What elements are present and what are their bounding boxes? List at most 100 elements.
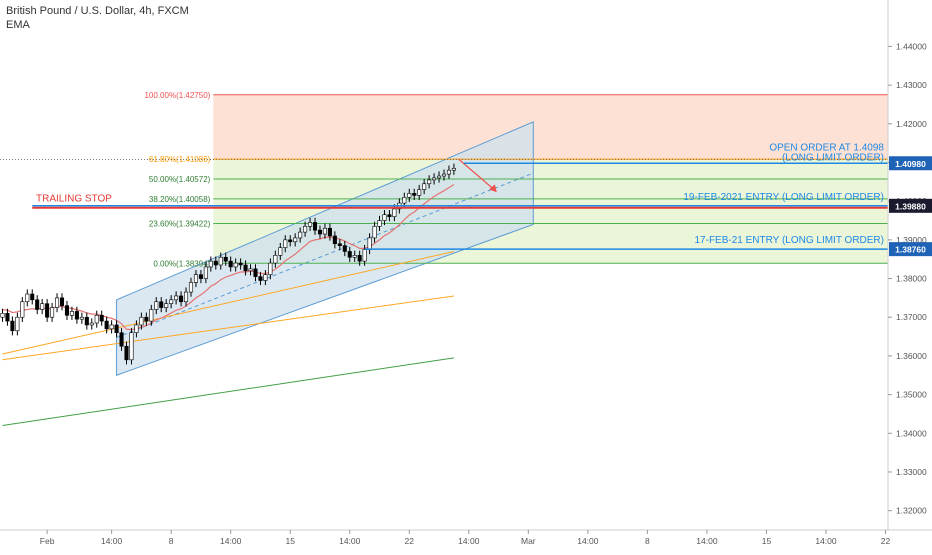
candle-body bbox=[174, 295, 179, 301]
candle-body bbox=[15, 316, 20, 332]
candle-body bbox=[25, 293, 30, 303]
x-tick-label: 22 bbox=[405, 536, 415, 546]
candle-body bbox=[94, 314, 99, 324]
candle-body bbox=[327, 227, 332, 237]
candle-body bbox=[50, 307, 55, 318]
candle-body bbox=[223, 256, 228, 262]
x-tick-label: Mar bbox=[521, 536, 536, 546]
candle-body bbox=[273, 255, 278, 264]
y-tick-label: 1.33000 bbox=[896, 467, 927, 477]
candle-body bbox=[451, 167, 456, 171]
x-tick-label: 14:00 bbox=[101, 536, 123, 546]
candle-body bbox=[283, 239, 288, 248]
price-tag bbox=[889, 156, 932, 171]
candle-body bbox=[412, 193, 417, 196]
y-tick-label: 1.42000 bbox=[896, 119, 927, 129]
candle-body bbox=[10, 320, 15, 332]
candle-body bbox=[164, 303, 169, 308]
candle-body bbox=[342, 245, 347, 252]
price-tag bbox=[889, 198, 932, 213]
candle-body bbox=[104, 320, 109, 330]
x-tick-label: 14:00 bbox=[458, 536, 480, 546]
candle-body bbox=[372, 226, 377, 239]
candle-body bbox=[45, 303, 50, 318]
candle-body bbox=[377, 220, 382, 227]
candle-body bbox=[402, 196, 407, 204]
x-tick-label: 14:00 bbox=[577, 536, 599, 546]
candle-body bbox=[352, 255, 357, 258]
price-tag bbox=[889, 242, 932, 257]
symbol-title[interactable]: British Pound / U.S. Dollar, 4h, FXCM bbox=[6, 5, 189, 17]
x-tick-label: 8 bbox=[645, 536, 650, 546]
y-tick-label: 1.34000 bbox=[896, 428, 927, 438]
candle-body bbox=[392, 208, 397, 217]
price-tag-label: 1.40980 bbox=[895, 159, 926, 169]
candle-body bbox=[332, 235, 337, 245]
candle-body bbox=[233, 262, 238, 268]
candle-body bbox=[114, 324, 119, 334]
candle-body bbox=[243, 264, 248, 272]
fib-level-label: 100.00%(1.42750) bbox=[144, 91, 210, 100]
candle-body bbox=[159, 301, 164, 308]
candle-body bbox=[298, 231, 303, 239]
candle-body bbox=[248, 268, 253, 272]
x-tick-label: 14:00 bbox=[339, 536, 361, 546]
candle-body bbox=[188, 282, 194, 293]
candle-body bbox=[427, 179, 432, 185]
candle-body bbox=[129, 332, 134, 361]
price-tag-label: 1.39880 bbox=[895, 201, 926, 211]
candle-body bbox=[5, 313, 10, 322]
y-tick-label: 1.32000 bbox=[896, 506, 927, 516]
candle-body bbox=[303, 226, 308, 233]
candle-body bbox=[437, 175, 442, 179]
candle-body bbox=[347, 251, 352, 258]
candle-body bbox=[20, 301, 25, 318]
chart-legend: British Pound / U.S. Dollar, 4h, FXCM EM… bbox=[6, 4, 189, 32]
y-tick-label: 1.36000 bbox=[896, 351, 927, 361]
candle-body bbox=[79, 316, 84, 320]
x-tick-label: Feb bbox=[40, 536, 55, 546]
y-tick-label: 1.39000 bbox=[896, 235, 927, 245]
candle-body bbox=[308, 222, 313, 227]
indicator-label[interactable]: EMA bbox=[6, 19, 30, 31]
entry-19-feb-label: 19-FEB-2021 ENTRY (LONG LIMIT ORDER) bbox=[683, 192, 884, 203]
candle-body bbox=[367, 237, 372, 250]
candle-body bbox=[134, 324, 139, 334]
y-tick-label: 1.43000 bbox=[896, 80, 927, 90]
fib-level-label: 50.00%(1.40572) bbox=[149, 175, 211, 184]
candle-body bbox=[30, 293, 35, 301]
candle-body bbox=[69, 311, 74, 316]
candle-body bbox=[149, 309, 154, 322]
candle-body bbox=[89, 322, 94, 326]
candle-body bbox=[109, 324, 114, 330]
candle-body bbox=[253, 268, 258, 277]
candle-body bbox=[382, 214, 387, 221]
candle-body bbox=[288, 239, 293, 243]
candle-body bbox=[293, 237, 298, 243]
price-tag-label: 1.38760 bbox=[895, 245, 926, 255]
x-tick-label: 8 bbox=[169, 536, 174, 546]
candle-body bbox=[169, 299, 174, 304]
candle-body bbox=[154, 301, 159, 310]
candle-body bbox=[40, 303, 45, 310]
candle-body bbox=[218, 256, 223, 266]
candle-body bbox=[198, 274, 203, 279]
candle-body bbox=[59, 297, 65, 306]
open-order-label: OPEN ORDER AT 1.4098 bbox=[769, 142, 884, 153]
candle-body bbox=[99, 314, 104, 322]
y-tick-label: 1.44000 bbox=[896, 41, 927, 51]
candle-body bbox=[441, 173, 447, 177]
candle-body bbox=[322, 227, 327, 235]
candle-body bbox=[55, 297, 60, 308]
ema-short-line bbox=[2, 184, 455, 331]
fib-level-label: 23.60%(1.39422) bbox=[149, 220, 211, 229]
candle-body bbox=[84, 316, 89, 326]
candle-body bbox=[268, 262, 273, 275]
candle-body bbox=[124, 345, 129, 361]
open-order-sublabel: (LONG LIMIT ORDER) bbox=[782, 152, 884, 163]
candle-body bbox=[337, 243, 342, 246]
y-tick-label: 1.35000 bbox=[896, 390, 927, 400]
candle-body bbox=[183, 291, 189, 303]
